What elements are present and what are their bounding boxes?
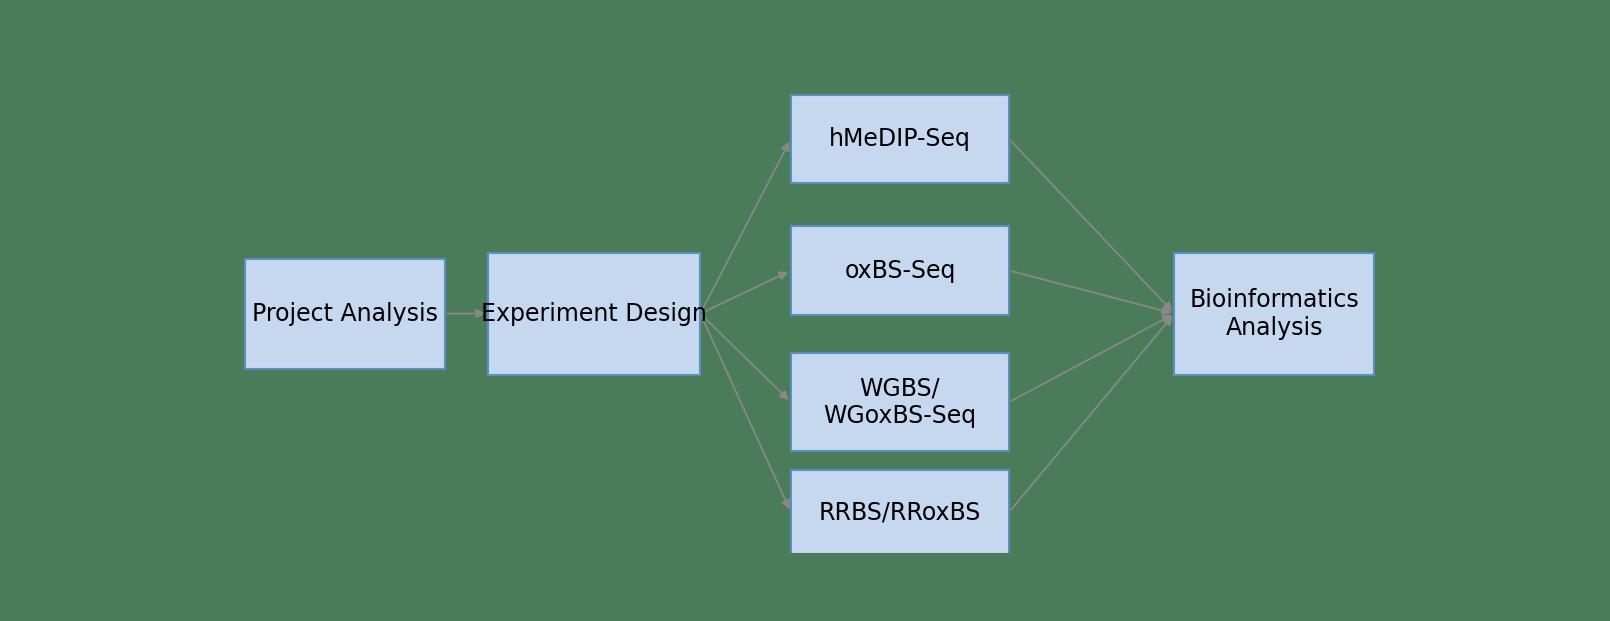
FancyBboxPatch shape (1175, 253, 1375, 374)
Text: Bioinformatics
Analysis: Bioinformatics Analysis (1190, 288, 1359, 340)
FancyBboxPatch shape (791, 226, 1009, 315)
Text: Project Analysis: Project Analysis (251, 302, 438, 325)
Text: hMeDIP-Seq: hMeDIP-Seq (829, 127, 971, 151)
FancyBboxPatch shape (791, 470, 1009, 554)
Text: RRBS/RRoxBS: RRBS/RRoxBS (819, 500, 980, 524)
Text: oxBS-Seq: oxBS-Seq (844, 258, 956, 283)
FancyBboxPatch shape (791, 353, 1009, 451)
FancyBboxPatch shape (791, 95, 1009, 183)
Text: Experiment Design: Experiment Design (481, 302, 707, 325)
FancyBboxPatch shape (245, 258, 444, 369)
FancyBboxPatch shape (488, 253, 700, 374)
Text: WGBS/
WGoxBS-Seq: WGBS/ WGoxBS-Seq (823, 376, 977, 428)
